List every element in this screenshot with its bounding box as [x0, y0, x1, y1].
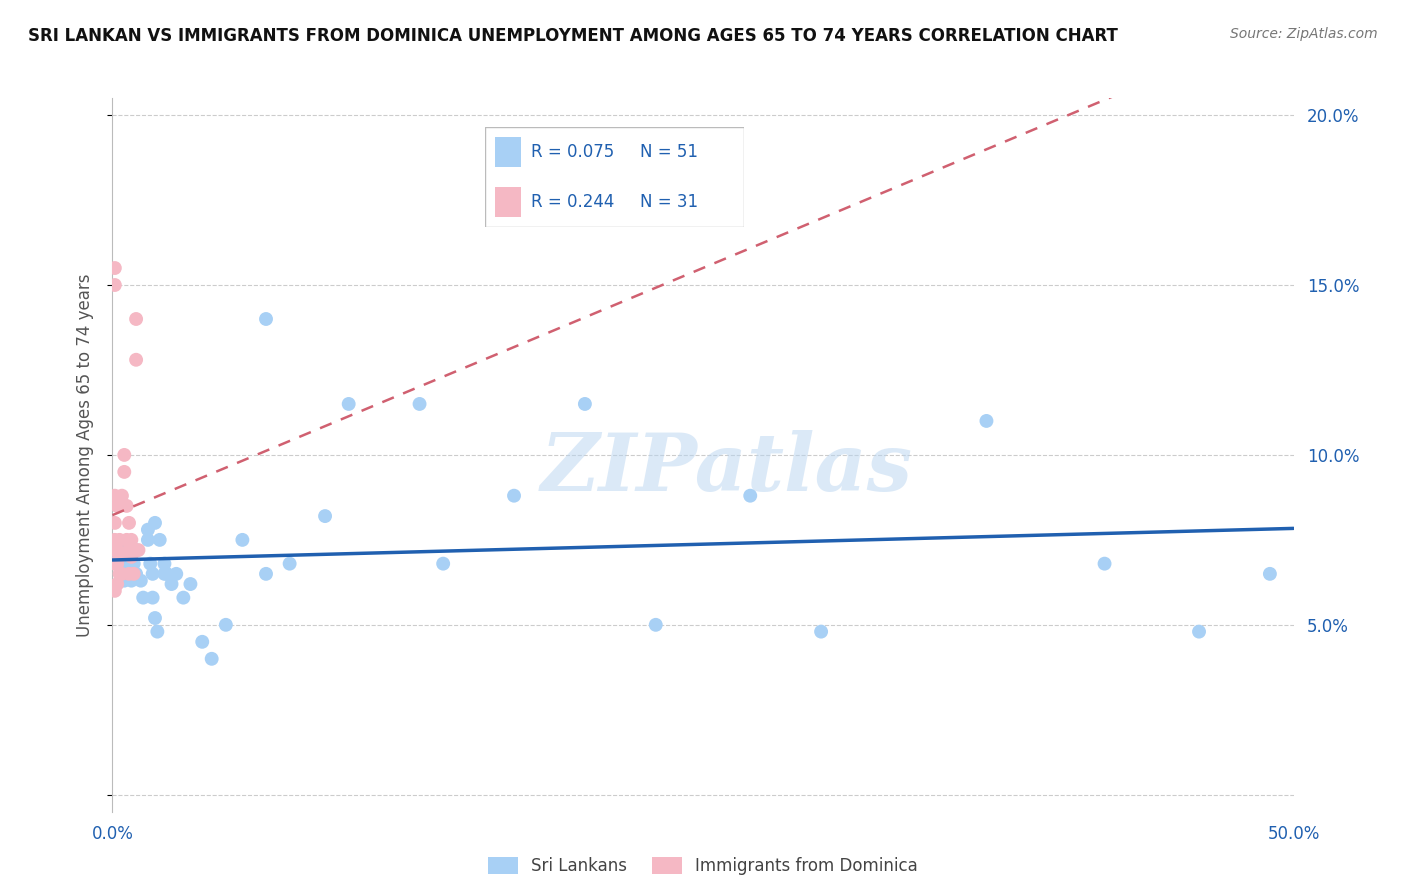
- Point: [574, 397, 596, 411]
- Point: [104, 557, 127, 571]
- Point: [172, 591, 194, 605]
- Point: [191, 635, 214, 649]
- Point: [408, 397, 430, 411]
- Point: [179, 577, 201, 591]
- Point: [108, 566, 131, 581]
- Point: [115, 533, 138, 547]
- Point: [112, 574, 135, 588]
- Point: [1094, 557, 1116, 571]
- Point: [337, 397, 360, 411]
- Point: [104, 516, 127, 530]
- Point: [105, 543, 128, 558]
- Point: [104, 583, 127, 598]
- Point: [118, 566, 141, 581]
- Point: [104, 260, 127, 275]
- Point: [105, 557, 128, 571]
- Point: [740, 489, 762, 503]
- Point: [160, 577, 183, 591]
- Point: [139, 557, 162, 571]
- Point: [127, 543, 149, 558]
- Point: [136, 533, 159, 547]
- Point: [165, 566, 187, 581]
- Point: [278, 557, 301, 571]
- Point: [112, 448, 135, 462]
- Point: [143, 611, 166, 625]
- Point: [1188, 624, 1211, 639]
- Point: [254, 566, 277, 581]
- Text: SRI LANKAN VS IMMIGRANTS FROM DOMINICA UNEMPLOYMENT AMONG AGES 65 TO 74 YEARS CO: SRI LANKAN VS IMMIGRANTS FROM DOMINICA U…: [28, 27, 1118, 45]
- Point: [115, 557, 138, 571]
- Point: [112, 543, 135, 558]
- Point: [125, 543, 148, 558]
- Point: [132, 591, 155, 605]
- Point: [146, 624, 169, 639]
- Point: [156, 566, 179, 581]
- Point: [125, 312, 148, 326]
- Point: [142, 566, 165, 581]
- Point: [118, 516, 141, 530]
- Point: [120, 549, 142, 564]
- Point: [104, 489, 127, 503]
- Point: [105, 577, 128, 591]
- Point: [810, 624, 832, 639]
- Point: [120, 574, 142, 588]
- Point: [118, 543, 141, 558]
- Point: [136, 523, 159, 537]
- Point: [149, 533, 172, 547]
- Point: [115, 499, 138, 513]
- Point: [104, 533, 127, 547]
- Point: [129, 574, 152, 588]
- Point: [125, 352, 148, 367]
- Point: [503, 489, 526, 503]
- Point: [122, 566, 145, 581]
- Point: [105, 557, 128, 571]
- Point: [108, 543, 131, 558]
- Point: [644, 617, 666, 632]
- Point: [104, 543, 127, 558]
- Point: [120, 533, 142, 547]
- Point: [122, 543, 145, 558]
- Point: [104, 278, 127, 293]
- Point: [104, 543, 127, 558]
- Point: [201, 652, 224, 666]
- Text: ZIPatlas: ZIPatlas: [540, 431, 912, 508]
- Point: [314, 509, 336, 524]
- Point: [125, 566, 148, 581]
- Point: [153, 566, 176, 581]
- Point: [111, 557, 134, 571]
- Point: [254, 312, 277, 326]
- Point: [112, 465, 135, 479]
- Point: [432, 557, 454, 571]
- Point: [108, 533, 131, 547]
- Text: Source: ZipAtlas.com: Source: ZipAtlas.com: [1230, 27, 1378, 41]
- Point: [231, 533, 253, 547]
- Point: [105, 499, 128, 513]
- Point: [111, 566, 134, 581]
- Point: [976, 414, 998, 428]
- Point: [143, 516, 166, 530]
- Point: [215, 617, 238, 632]
- Point: [111, 489, 134, 503]
- Legend: Sri Lankans, Immigrants from Dominica: Sri Lankans, Immigrants from Dominica: [488, 856, 918, 875]
- Point: [153, 557, 176, 571]
- Point: [122, 557, 145, 571]
- Point: [108, 549, 131, 564]
- Y-axis label: Unemployment Among Ages 65 to 74 years: Unemployment Among Ages 65 to 74 years: [76, 273, 94, 637]
- Point: [142, 591, 165, 605]
- Point: [108, 549, 131, 564]
- Point: [118, 543, 141, 558]
- Point: [1258, 566, 1281, 581]
